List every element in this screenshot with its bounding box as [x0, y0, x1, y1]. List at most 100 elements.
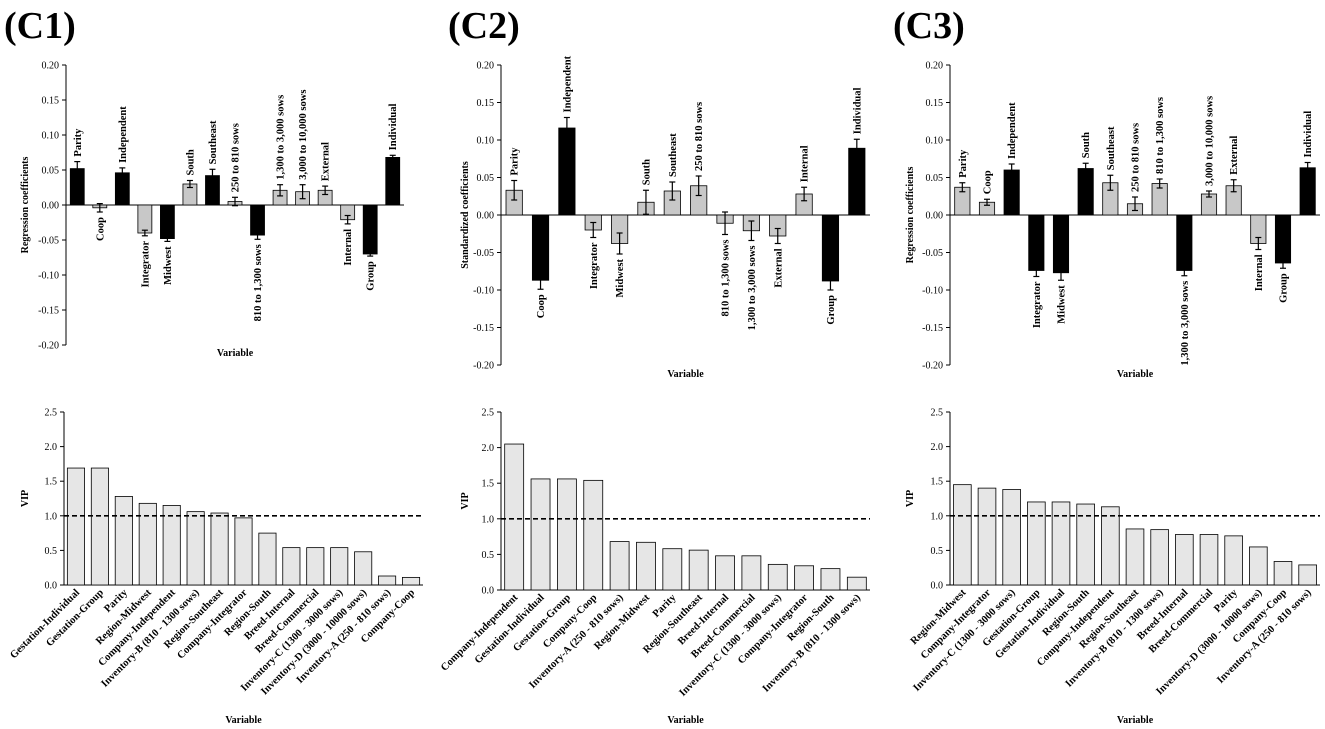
- bar-2: [90, 467, 109, 586]
- bar-3: [558, 127, 576, 216]
- y-tick-label: -0.20: [922, 361, 943, 372]
- bar-7: [662, 548, 683, 591]
- category-label: Southeast: [208, 120, 219, 164]
- category-label: Coop: [95, 217, 106, 241]
- x-axis-title: Variable: [1117, 369, 1154, 380]
- category-label: Individual: [1303, 111, 1314, 158]
- bar-10: [741, 555, 762, 591]
- bar-5: [160, 204, 175, 239]
- y-tick-label: -0.05: [473, 248, 494, 259]
- category-label: Parity: [510, 147, 521, 176]
- category-label: Internal: [800, 145, 811, 182]
- y-tick-label: 2.5: [931, 408, 944, 419]
- category-label: Inventory-C (1300 - 3000 sows): [911, 587, 1018, 694]
- category-label: Internal: [343, 229, 354, 266]
- y-tick-label: -0.10: [38, 271, 59, 282]
- y-tick-label: 0.0: [45, 581, 58, 592]
- chart-c2-vip: 0.00.51.01.52.02.5VIPVariableCompany-Ind…: [439, 408, 870, 726]
- bar-3: [114, 496, 133, 586]
- bar-5: [1051, 501, 1071, 586]
- y-tick-label: 1.5: [931, 477, 944, 488]
- x-axis-title: Variable: [1117, 715, 1154, 726]
- bar-7: [210, 512, 229, 586]
- y-tick-label: -0.10: [473, 286, 494, 297]
- y-tick-label: 2.5: [482, 408, 495, 419]
- y-axis-title: VIP: [460, 492, 471, 509]
- y-tick-label: 1.0: [45, 511, 58, 522]
- y-tick-label: 0.05: [926, 173, 944, 184]
- category-label: Independent: [562, 55, 573, 112]
- bar-3: [557, 478, 577, 591]
- category-label: South: [185, 149, 196, 175]
- bar-6: [1076, 503, 1095, 586]
- category-label: 3,000 to 10,000 sows: [1205, 96, 1216, 186]
- category-label: Integrator: [589, 242, 600, 289]
- y-tick-label: 1.5: [482, 479, 495, 490]
- bar-2: [530, 478, 551, 591]
- y-tick-label: -0.15: [473, 323, 494, 334]
- bar-14: [1274, 214, 1292, 264]
- bar-11: [1199, 534, 1219, 586]
- panel-label: (C1): [4, 5, 76, 47]
- category-label: 3,000 to 10,000 sows: [298, 90, 309, 180]
- x-axis-title: Variable: [217, 348, 254, 359]
- x-axis-title: Variable: [225, 715, 262, 726]
- y-tick-label: 0.15: [926, 98, 944, 109]
- bar-2: [977, 487, 997, 586]
- bar-10: [1175, 534, 1194, 586]
- chart-c1-coef: (C1) -0.20 -0.15 -0.10 -0.05 0.00 0.05 0.10 0.15…: [4, 5, 404, 359]
- bar-13: [820, 568, 841, 591]
- y-tick-label: 1.0: [482, 514, 495, 525]
- bar-3: [1003, 169, 1020, 216]
- y-tick-label: 2.0: [931, 442, 944, 453]
- y-axis-title: Standardized coefficients: [460, 161, 471, 269]
- bar-11: [306, 547, 325, 586]
- bar-8: [688, 549, 709, 591]
- y-tick-label: -0.05: [922, 248, 943, 259]
- bar-6: [186, 511, 205, 586]
- category-label: Independent: [1007, 102, 1018, 159]
- bar-1: [504, 443, 525, 591]
- bar-4: [583, 479, 604, 591]
- y-tick-label: -0.15: [922, 323, 943, 334]
- bar-5: [609, 541, 630, 591]
- bar-15: [385, 156, 401, 206]
- y-tick-label: 1.5: [45, 477, 58, 488]
- y-tick-label: 0.10: [42, 131, 60, 142]
- category-label: Individual: [852, 87, 863, 134]
- bar-6: [636, 541, 656, 591]
- bar-3: [1002, 489, 1021, 586]
- y-tick-label: 0.05: [42, 166, 60, 177]
- category-label: External: [773, 248, 784, 287]
- bar-9: [715, 555, 735, 591]
- category-label: 810 to 1,300 sows: [721, 240, 732, 317]
- y-axis-title: VIP: [20, 490, 31, 507]
- y-tick-label: 0.15: [42, 96, 60, 107]
- category-label: Southeast: [1106, 126, 1117, 170]
- category-label: Individual: [388, 104, 399, 151]
- y-tick-label: -0.20: [473, 361, 494, 372]
- bar-12: [330, 547, 349, 586]
- category-label: 1,300 to 3,000 sows: [747, 246, 758, 331]
- y-tick-label: 0.5: [482, 550, 495, 561]
- y-tick-label: 0.00: [926, 211, 944, 222]
- category-label: Coop: [983, 170, 994, 194]
- y-tick-label: -0.15: [38, 306, 59, 317]
- bar-8: [234, 517, 253, 586]
- bar-10: [282, 547, 301, 586]
- category-label: Integrator: [1032, 281, 1043, 328]
- category-label: Parity: [73, 128, 84, 157]
- bar-13: [354, 551, 373, 586]
- panel-label: (C2): [448, 5, 520, 47]
- category-label: 250 to 810 sows: [231, 123, 242, 192]
- y-tick-label: -0.20: [38, 341, 59, 352]
- bar-4: [138, 502, 157, 586]
- y-tick-label: 0.00: [42, 201, 60, 212]
- bar-10: [1176, 214, 1193, 271]
- y-tick-label: 0.00: [477, 211, 495, 222]
- category-label: 1,300 to 3,000 sows: [276, 95, 287, 180]
- bar-13: [1249, 546, 1268, 586]
- category-label: External: [1229, 136, 1240, 175]
- panel-label: (C3): [893, 5, 965, 47]
